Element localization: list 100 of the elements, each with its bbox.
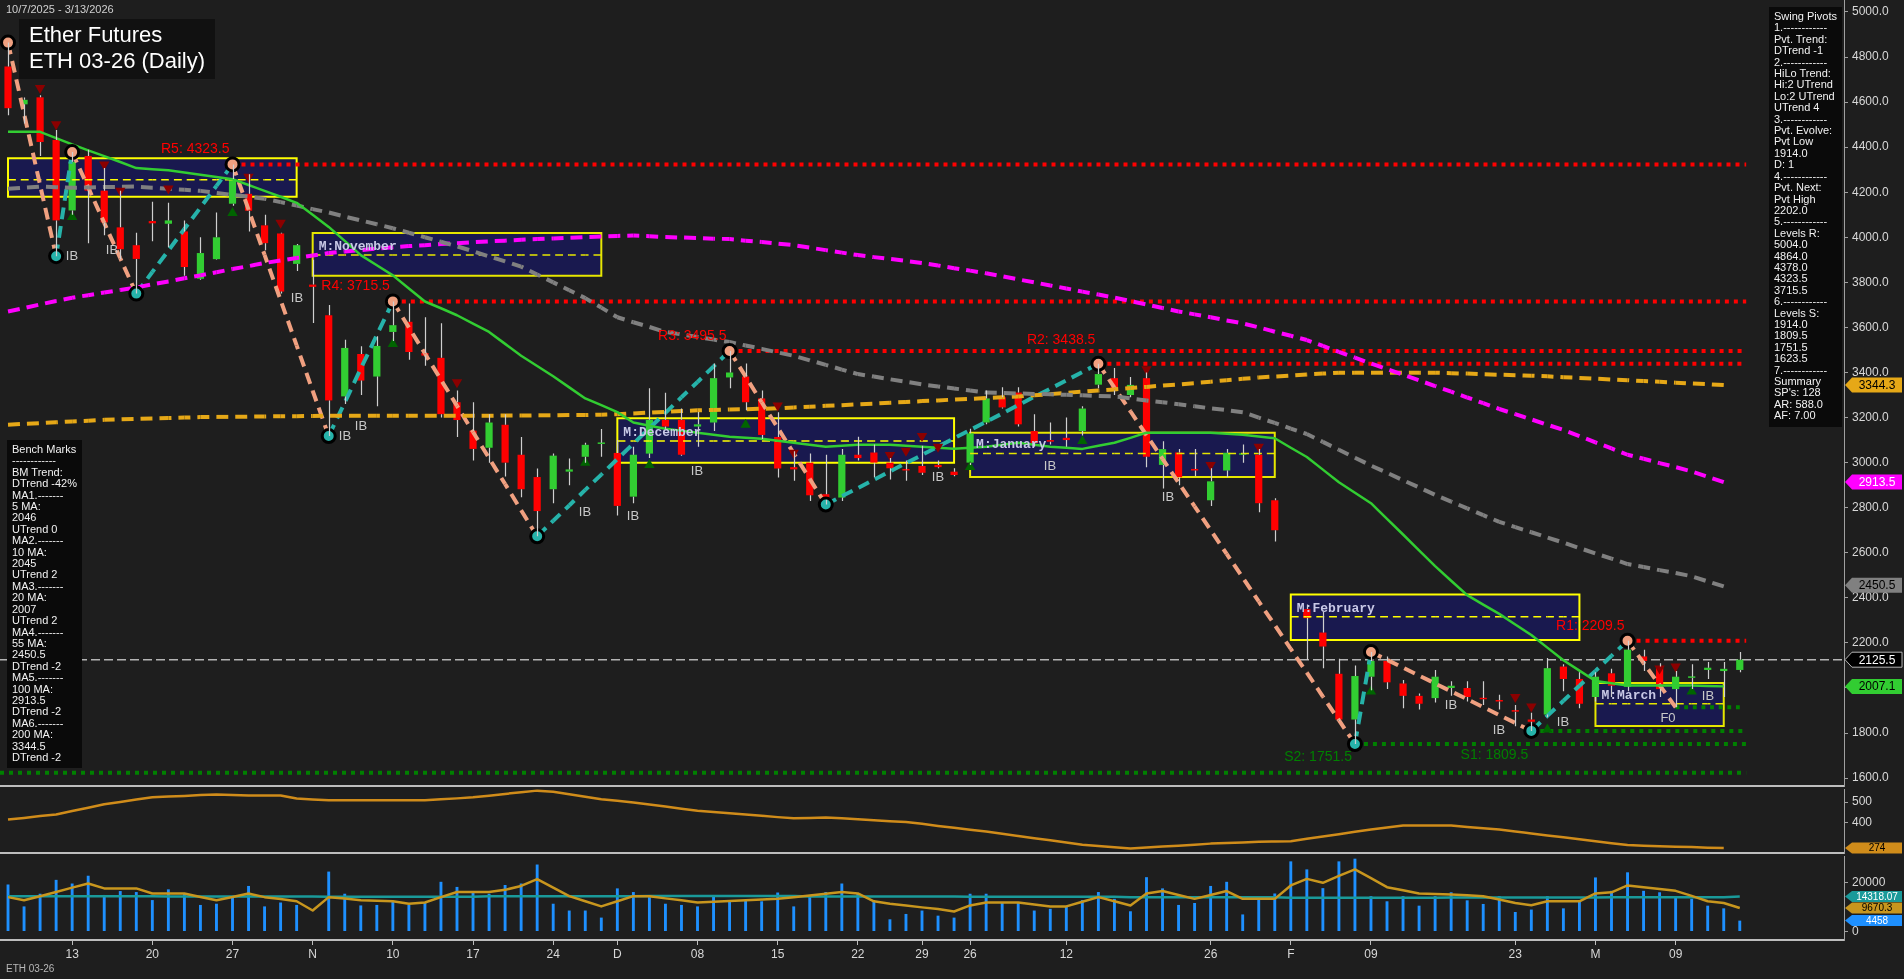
x-tick-label: D <box>613 946 622 961</box>
annotation: MA1.------- <box>12 488 65 502</box>
text: 2450.5 <box>1858 578 1896 593</box>
bar <box>551 903 555 931</box>
annotation: DTrend -42% <box>12 477 78 490</box>
annotation: DTrend -2 <box>12 750 63 764</box>
annotation: IB <box>1556 714 1570 729</box>
annotation: BM Trend: <box>12 465 64 479</box>
bar <box>1096 892 1100 931</box>
y-tick-label: 2600.0 <box>1852 545 1890 560</box>
bar <box>1193 902 1197 931</box>
text: 4458 <box>1865 914 1889 926</box>
bar <box>647 897 651 931</box>
bar <box>423 902 427 931</box>
annotation: 1.------------ <box>1774 21 1829 34</box>
annotation: 4323.5 <box>1774 272 1809 285</box>
annotation: 1751.5 <box>1774 340 1809 354</box>
annotation: MA5.------- <box>12 671 65 684</box>
y-tick-label: 4400.0 <box>1852 139 1890 154</box>
annotation: F0 <box>1660 710 1676 725</box>
bar <box>583 910 587 931</box>
bar <box>375 904 379 931</box>
bar <box>744 900 748 931</box>
bar <box>631 892 635 931</box>
annotation: 1914.0 <box>1774 317 1809 331</box>
annotation: 5.------------ <box>1774 215 1829 228</box>
y-tick-label: 20000 <box>1852 875 1886 890</box>
text: Swing Pivots <box>1774 10 1837 23</box>
bar <box>1722 908 1726 931</box>
point <box>0 34 17 51</box>
bar <box>535 864 539 931</box>
bar <box>150 900 154 931</box>
bar <box>279 902 283 931</box>
ref-line-label: S2: 1751.5 <box>1284 747 1353 764</box>
annotation: 5004.0 <box>1774 238 1809 251</box>
ref-line-label: S1: 1809.5 <box>1460 745 1529 762</box>
bar <box>1016 902 1020 931</box>
bar <box>1513 912 1517 931</box>
annotation: 6.------------ <box>1774 295 1829 308</box>
annotation: IB <box>1043 458 1057 473</box>
annotation: IB <box>578 504 592 519</box>
annotation: IB <box>354 418 368 433</box>
x-tick-label: 09 <box>1668 946 1683 961</box>
annotation: UTrend 0 <box>12 522 59 536</box>
annotation: 4.------------ <box>1774 169 1829 183</box>
bar <box>519 883 523 931</box>
bar <box>728 901 732 931</box>
bar <box>1577 901 1581 931</box>
text: 3344.3 <box>1858 377 1896 392</box>
text: 274 <box>1868 842 1886 854</box>
bar <box>1706 905 1710 931</box>
point <box>34 84 46 94</box>
text: 2913.5 <box>1858 474 1896 489</box>
x-tick-label: 26 <box>1203 946 1218 961</box>
bar <box>118 891 122 931</box>
x-tick-label: 10 <box>386 946 400 961</box>
y-tick-label: 500 <box>1852 794 1873 809</box>
bar <box>1048 908 1052 931</box>
ref-line-label: R1: 2209.5 <box>1556 616 1625 633</box>
bar <box>952 917 956 931</box>
annotation: AF: 7.00 <box>1774 409 1817 422</box>
bar <box>792 906 796 931</box>
annotation: 2913.5 <box>12 693 47 707</box>
annotation: 2045 <box>12 557 38 570</box>
bar <box>1337 861 1341 931</box>
annotation: Levels S: <box>1774 306 1821 319</box>
x-tick-label: 13 <box>65 946 80 961</box>
point <box>64 144 81 161</box>
x-tick-label: 24 <box>546 946 561 961</box>
annotation: M:March <box>1601 687 1657 703</box>
annotation: Levels R: <box>1774 226 1821 240</box>
bar <box>86 875 90 931</box>
bar <box>1658 892 1662 931</box>
x-tick-label: M <box>1590 946 1601 961</box>
bar <box>198 904 202 931</box>
annotation: IB <box>338 428 352 443</box>
annotation: 4864.0 <box>1774 249 1809 262</box>
annotation: SP's: 128 <box>1774 386 1822 399</box>
y-tick-label: 2800.0 <box>1852 500 1890 515</box>
x-tick-label: N <box>308 946 318 961</box>
x-tick-label: F <box>1287 946 1295 961</box>
ref-line-label: R4: 3715.5 <box>321 277 391 294</box>
bar <box>134 892 138 931</box>
bar <box>872 901 876 931</box>
bar <box>1080 900 1084 931</box>
bar <box>1241 914 1245 931</box>
y-tick-label: 1600.0 <box>1852 770 1890 785</box>
bar <box>487 893 491 931</box>
annotation: IB <box>690 463 704 478</box>
bar <box>760 901 764 931</box>
annotation: 3.------------ <box>1774 112 1829 126</box>
bar <box>1257 899 1261 931</box>
annotation: Summary <box>1774 375 1823 388</box>
annotation: Pvt. Trend: <box>1774 32 1829 46</box>
bar <box>1225 881 1229 931</box>
annotation: 2450.5 <box>12 648 47 661</box>
annotation: UTrend 2 <box>12 614 59 627</box>
bar <box>599 917 603 931</box>
point <box>50 121 62 131</box>
ref-line-label: R3: 3495.5 <box>658 326 727 343</box>
